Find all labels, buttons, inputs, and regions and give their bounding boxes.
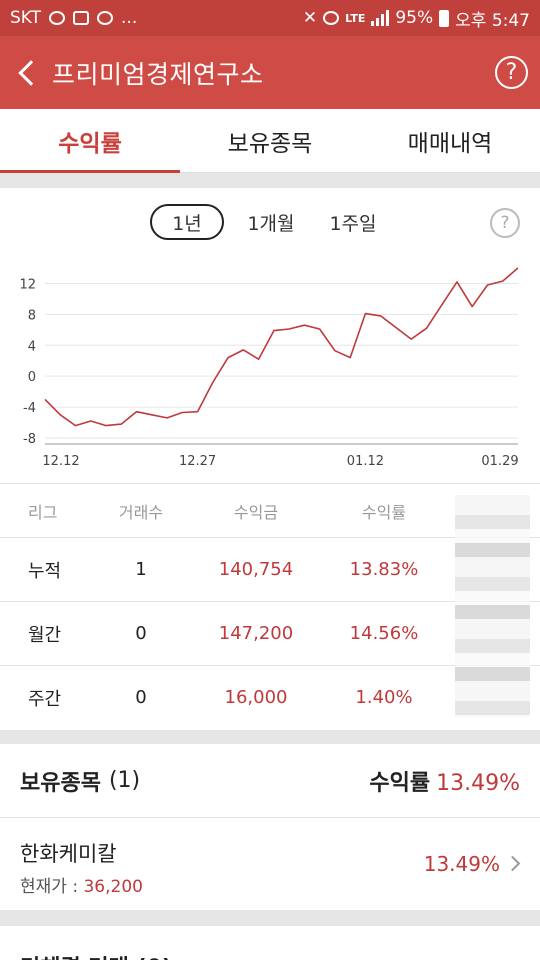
holdings-card: 보유종목 (1) 수익률 13.49% 한화케미칼 현재가 : 36,200 13… (0, 744, 540, 910)
holdings-rate: 수익률 13.49% (369, 765, 520, 797)
returns-line-chart: 12 8 4 0 -4 -8 12.12 12.27 01.12 01.29 (19, 267, 519, 469)
header-league: 리그 (28, 502, 58, 522)
header-profit: 수익금 (233, 502, 279, 522)
sync-icon (97, 11, 114, 25)
carrier-label: SKT (10, 8, 42, 28)
holdings-title: 보유종목 (20, 770, 101, 796)
returns-series-line (44, 267, 519, 427)
stock-name: 한화케미칼 (20, 842, 117, 866)
more-notifications: ... (121, 8, 138, 28)
y-tick-label: 4 (28, 339, 36, 354)
x-tick-label: 12.27 (179, 454, 216, 469)
y-tick-label: -4 (23, 401, 36, 416)
stock-price-label: 현재가 : (20, 877, 84, 897)
row-trades: 1 (135, 559, 147, 580)
holdings-rate-label: 수익률 (369, 770, 431, 796)
stock-price-value: 36,200 (83, 877, 143, 897)
x-tick-label: 12.12 (42, 454, 79, 469)
page-title: 프리미엄경제연구소 (52, 59, 264, 89)
clock: 오후 5:47 (455, 10, 530, 31)
battery-percent: 95% (395, 8, 434, 28)
stats-table: 리그 거래수 수익금 수익률 누적 1 140,754 13.83% 월간 0 … (0, 483, 540, 729)
message-icon (73, 11, 90, 25)
row-rate: 1.40% (355, 687, 413, 708)
battery-icon (439, 9, 450, 27)
tab-holdings[interactable]: 보유종목 (227, 130, 313, 157)
header-rate: 수익률 (361, 502, 407, 522)
app-bar: 프리미엄경제연구소 ? (0, 36, 540, 109)
row-league: 월간 (28, 624, 62, 646)
x-tick-label: 01.12 (347, 454, 384, 469)
period-1-week[interactable]: 1주일 (329, 212, 377, 235)
list-item[interactable]: 한화케미칼 현재가 : 36,200 13.49% (0, 818, 540, 910)
lte-label: LTE (345, 11, 366, 25)
table-row: 월간 0 147,200 14.56% (0, 601, 540, 665)
tab-returns[interactable]: 수익률 (0, 109, 180, 173)
row-trades: 0 (135, 623, 147, 644)
table-header: 리그 거래수 수익금 수익률 (0, 483, 540, 537)
table-row: 주간 0 16,000 1.40% (0, 665, 540, 729)
row-league: 누적 (28, 560, 62, 582)
chevron-right-icon (504, 855, 521, 872)
mute-icon: ✕ (302, 8, 318, 28)
signal-icon (371, 10, 390, 26)
y-tick-label: -8 (23, 432, 36, 447)
holdings-rate-value: 13.49% (436, 770, 520, 796)
back-button[interactable] (0, 36, 52, 109)
help-button[interactable]: ? (495, 56, 528, 89)
stock-price: 현재가 : 36,200 (20, 872, 143, 897)
row-league: 주간 (28, 688, 62, 710)
y-tick-label: 0 (28, 370, 36, 385)
notification-icon (49, 11, 66, 25)
x-tick-label: 01.29 (481, 454, 518, 469)
y-tick-label: 12 (19, 277, 36, 292)
y-tick-label: 8 (28, 308, 36, 323)
period-1-month[interactable]: 1개월 (247, 212, 295, 235)
pending-orders-card: 미체결 거래 (0) (0, 926, 540, 960)
period-1-year[interactable]: 1년 (150, 204, 224, 240)
row-rate: 13.83% (349, 559, 419, 580)
returns-card: 1년 1개월 1주일 ? 12 8 4 0 -4 -8 12.12 12.27 01.12 01.… (0, 188, 540, 730)
holdings-count: (1) (108, 768, 141, 793)
row-profit: 147,200 (218, 623, 294, 644)
row-rate: 14.56% (349, 623, 419, 644)
holdings-header: 보유종목 (1) 수익률 13.49% (0, 744, 540, 818)
status-bar: SKT ... ✕ LTE 95% 오후 5:47 (0, 0, 540, 36)
tab-trade-history[interactable]: 매매내역 (407, 130, 493, 157)
row-profit: 16,000 (224, 687, 288, 708)
blurred-column (455, 495, 530, 717)
period-selector: 1년 1개월 1주일 (0, 204, 540, 240)
tab-bar: 수익률 보유종목 매매내역 (0, 109, 540, 173)
row-profit: 140,754 (218, 559, 294, 580)
pending-orders-title: 미체결 거래 (0) (20, 950, 172, 960)
chevron-left-icon (18, 59, 44, 86)
stock-rate: 13.49% (423, 852, 500, 876)
table-row: 누적 1 140,754 13.83% (0, 537, 540, 601)
chart-help-button[interactable]: ? (490, 208, 520, 238)
header-trades: 거래수 (118, 502, 164, 522)
alarm-icon (323, 11, 340, 25)
row-trades: 0 (135, 687, 147, 708)
